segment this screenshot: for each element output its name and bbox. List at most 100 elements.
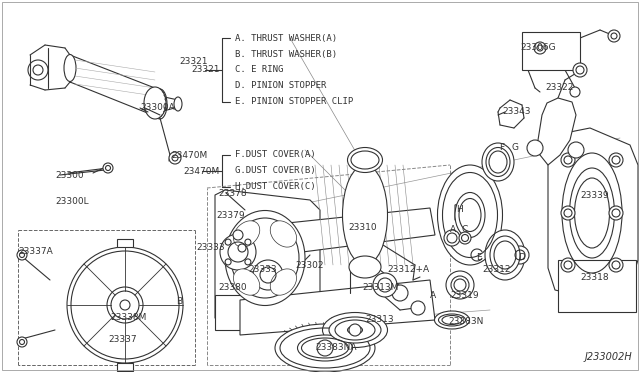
Text: 23470M: 23470M bbox=[172, 151, 208, 160]
Text: C: C bbox=[462, 225, 468, 234]
Circle shape bbox=[451, 276, 469, 294]
Text: A. THRUST WASHER(A): A. THRUST WASHER(A) bbox=[235, 33, 337, 42]
Text: 23302: 23302 bbox=[295, 260, 323, 269]
Text: 23333: 23333 bbox=[196, 244, 225, 253]
Text: 23470M: 23470M bbox=[184, 167, 220, 176]
Ellipse shape bbox=[482, 143, 514, 181]
Circle shape bbox=[608, 30, 620, 42]
Text: 23300: 23300 bbox=[55, 170, 84, 180]
Text: E. PINION STOPPER CLIP: E. PINION STOPPER CLIP bbox=[235, 97, 353, 106]
Polygon shape bbox=[548, 128, 638, 298]
Circle shape bbox=[373, 273, 397, 297]
Text: 23378: 23378 bbox=[218, 189, 246, 198]
Ellipse shape bbox=[270, 269, 296, 295]
Circle shape bbox=[67, 247, 183, 363]
Text: G: G bbox=[512, 144, 519, 153]
Text: 23380: 23380 bbox=[218, 283, 246, 292]
Polygon shape bbox=[455, 200, 480, 225]
Ellipse shape bbox=[485, 230, 525, 280]
Text: H.DUST COVER(C): H.DUST COVER(C) bbox=[235, 183, 316, 192]
Circle shape bbox=[609, 206, 623, 220]
Text: 23343: 23343 bbox=[502, 108, 531, 116]
Text: A: A bbox=[430, 291, 436, 299]
Text: J233002H: J233002H bbox=[584, 352, 632, 362]
Circle shape bbox=[459, 232, 471, 244]
Ellipse shape bbox=[570, 168, 614, 258]
Ellipse shape bbox=[349, 256, 381, 278]
Text: 23318: 23318 bbox=[580, 273, 609, 282]
Circle shape bbox=[568, 142, 584, 158]
Text: E: E bbox=[476, 253, 482, 263]
Polygon shape bbox=[215, 190, 320, 325]
Ellipse shape bbox=[270, 221, 296, 247]
Bar bbox=[558, 260, 636, 312]
Circle shape bbox=[349, 324, 361, 336]
Ellipse shape bbox=[153, 89, 167, 119]
Circle shape bbox=[107, 287, 143, 323]
Ellipse shape bbox=[323, 312, 387, 347]
Circle shape bbox=[573, 63, 587, 77]
Ellipse shape bbox=[342, 165, 387, 265]
Text: 23338M: 23338M bbox=[110, 314, 147, 323]
Ellipse shape bbox=[455, 192, 485, 237]
Ellipse shape bbox=[225, 211, 305, 305]
Text: 23321: 23321 bbox=[179, 58, 208, 67]
Text: 23383NA: 23383NA bbox=[315, 343, 356, 353]
Ellipse shape bbox=[348, 148, 383, 173]
Circle shape bbox=[233, 230, 243, 240]
Text: 23313: 23313 bbox=[365, 315, 394, 324]
Circle shape bbox=[444, 230, 460, 246]
Text: 23300L: 23300L bbox=[55, 198, 88, 206]
Circle shape bbox=[392, 285, 408, 301]
Ellipse shape bbox=[144, 87, 166, 119]
Text: C. E RING: C. E RING bbox=[235, 65, 284, 74]
Circle shape bbox=[561, 258, 575, 272]
Text: 23337A: 23337A bbox=[18, 247, 52, 257]
Ellipse shape bbox=[174, 97, 182, 111]
Text: G.DUST COVER(B): G.DUST COVER(B) bbox=[235, 167, 316, 176]
Circle shape bbox=[253, 260, 283, 290]
Circle shape bbox=[120, 300, 130, 310]
Polygon shape bbox=[240, 280, 435, 335]
Ellipse shape bbox=[275, 324, 375, 372]
Ellipse shape bbox=[298, 335, 353, 361]
Circle shape bbox=[411, 301, 425, 315]
Bar bbox=[522, 32, 580, 70]
Text: 23300A: 23300A bbox=[140, 103, 175, 112]
Circle shape bbox=[17, 337, 27, 347]
Ellipse shape bbox=[435, 311, 470, 329]
Text: F.DUST COVER(A): F.DUST COVER(A) bbox=[235, 151, 316, 160]
Ellipse shape bbox=[329, 317, 381, 343]
Text: D. PINION STOPPER: D. PINION STOPPER bbox=[235, 81, 326, 90]
Polygon shape bbox=[240, 208, 435, 260]
Circle shape bbox=[446, 271, 474, 299]
Circle shape bbox=[225, 259, 231, 265]
Circle shape bbox=[220, 234, 256, 270]
Text: 23310: 23310 bbox=[348, 224, 376, 232]
Ellipse shape bbox=[64, 55, 76, 81]
Text: B. THRUST WASHER(B): B. THRUST WASHER(B) bbox=[235, 49, 337, 58]
Circle shape bbox=[511, 246, 529, 264]
Ellipse shape bbox=[348, 326, 362, 334]
Text: 23337: 23337 bbox=[108, 336, 136, 344]
Text: D: D bbox=[518, 253, 525, 263]
Circle shape bbox=[609, 258, 623, 272]
Text: 23322: 23322 bbox=[545, 83, 573, 93]
Text: B: B bbox=[176, 298, 182, 307]
Text: H: H bbox=[456, 205, 463, 215]
Circle shape bbox=[245, 259, 251, 265]
Text: 23333: 23333 bbox=[248, 266, 276, 275]
Ellipse shape bbox=[234, 221, 260, 247]
Text: A: A bbox=[450, 225, 456, 234]
Circle shape bbox=[561, 153, 575, 167]
Text: 23321: 23321 bbox=[191, 65, 220, 74]
Circle shape bbox=[534, 42, 546, 54]
Circle shape bbox=[317, 340, 333, 356]
Bar bbox=[117, 363, 133, 371]
Bar bbox=[117, 239, 133, 247]
Ellipse shape bbox=[234, 269, 260, 295]
Ellipse shape bbox=[490, 236, 520, 274]
Ellipse shape bbox=[438, 165, 502, 265]
Circle shape bbox=[609, 153, 623, 167]
Circle shape bbox=[17, 250, 27, 260]
